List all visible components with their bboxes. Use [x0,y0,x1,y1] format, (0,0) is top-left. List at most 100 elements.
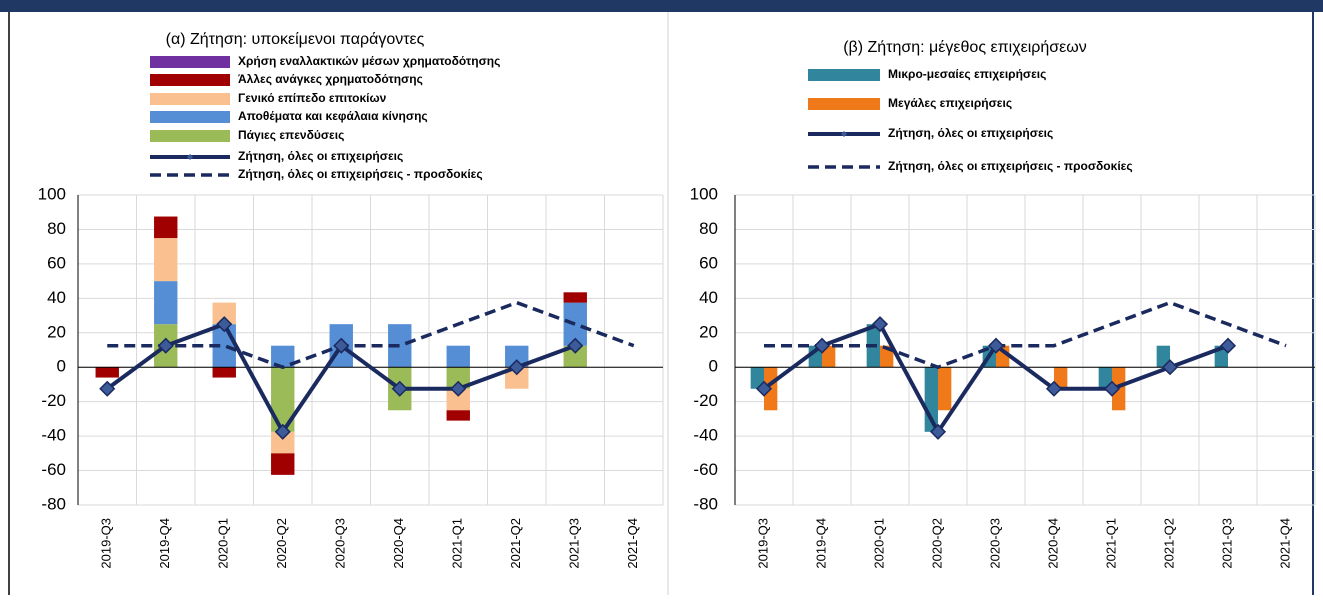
x-tick-label: 2021-Q3 [1219,518,1234,569]
x-tick-label: 2020-Q4 [1045,518,1060,569]
bar [154,238,178,282]
bar [271,367,295,432]
x-tick-label: 2019-Q3 [99,518,114,569]
bar [446,410,470,421]
y-tick-label: 20 [47,322,66,341]
x-tick-label: 2020-Q2 [929,518,944,569]
y-tick-label: 100 [690,184,718,203]
marker [508,359,525,376]
legend-swatch [808,69,880,81]
bar [388,324,412,368]
bar [154,216,178,239]
y-tick-label: 0 [709,357,718,376]
bar [95,367,119,378]
bar [1098,367,1112,389]
x-tick-label: 2021-Q1 [450,518,465,569]
y-tick-label: -60 [41,460,66,479]
dashed-line [107,300,635,369]
bar [563,292,587,303]
marker [157,337,174,354]
chart-title: (α) Ζήτηση: υποκείμενοι παράγοντες [166,31,425,48]
marker [1045,380,1063,397]
bar [271,431,295,454]
top-banner [0,0,1323,12]
marker [755,380,773,397]
x-tick-label: 2021-Q2 [1161,518,1176,569]
x-tick-label: 2020-Q3 [333,518,348,569]
y-tick-label: -20 [41,391,66,410]
y-tick-label: -60 [693,460,718,479]
bar [154,281,178,325]
legend-label: Ζήτηση, όλες οι επιχειρήσεις - προσδοκίε… [888,159,1133,173]
marker [987,337,1005,354]
bar [446,367,470,389]
marker [216,316,233,333]
y-tick-label: 20 [699,322,718,341]
marker [391,380,408,397]
x-tick-label: 2021-Q3 [567,518,582,569]
x-tick-label: 2021-Q2 [508,518,523,569]
y-tick-label: -20 [693,391,718,410]
y-tick-label: -40 [693,426,718,445]
legend-swatch [808,98,880,110]
legend-label: Γενικό επίπεδο επιτοκίων [238,91,387,105]
marker [450,380,467,397]
x-tick-label: 2020-Q4 [391,518,406,569]
y-tick-label: 80 [699,219,718,238]
legend-swatch [150,93,230,105]
y-tick-label: -40 [41,426,66,445]
bar [446,345,470,368]
y-tick-label: 60 [699,253,718,272]
legend-marker [187,154,193,160]
legend-label: Μικρο-μεσαίες επιχειρήσεις [888,67,1046,81]
marker [333,337,350,354]
x-tick-label: 2019-Q4 [157,518,172,569]
bar [212,367,236,378]
legend-swatch [150,74,230,86]
bar [750,367,764,389]
x-tick-label: 2021-Q1 [1103,518,1118,569]
y-tick-label: 0 [57,357,66,376]
marker [1103,380,1121,397]
legend-swatch [150,130,230,142]
bar [822,345,836,368]
bar [563,345,587,368]
dashed-line [764,300,1287,369]
bar [271,345,295,368]
y-tick-label: -80 [41,494,66,513]
marker [567,337,584,354]
y-tick-label: -80 [693,494,718,513]
legend-label: Άλλες ανάγκες χρηματοδότησης [238,72,423,86]
bar [1156,345,1170,368]
marker [1161,359,1179,376]
bar [938,367,952,411]
y-tick-label: 40 [699,288,718,307]
x-tick-label: 2021-Q4 [625,518,640,569]
legend-marker [841,131,847,137]
x-tick-label: 2020-Q2 [274,518,289,569]
chart-title: (β) Ζήτηση: μέγεθος επιχειρήσεων [843,39,1087,56]
legend-label: Χρήση εναλλακτικών μέσων χρηματοδότησης [238,54,500,68]
x-tick-label: 2020-Q1 [871,518,886,569]
marker [1219,337,1237,354]
y-tick-label: 40 [47,288,66,307]
y-tick-label: 100 [38,184,66,203]
legend-label: Πάγιες επενδύσεις [238,128,344,142]
bar [505,345,529,368]
y-tick-label: 60 [47,253,66,272]
y-tick-label: 80 [47,219,66,238]
legend-swatch [150,111,230,123]
bar [271,453,295,475]
marker [929,423,947,440]
x-tick-label: 2020-Q1 [216,518,231,569]
bar [1054,367,1068,389]
legend-label: Ζήτηση, όλες οι επιχειρήσεις [238,149,403,163]
x-tick-label: 2019-Q4 [813,518,828,569]
bar [563,302,587,346]
x-tick-label: 2019-Q3 [755,518,770,569]
legend-label: Ζήτηση, όλες οι επιχειρήσεις - προσδοκίε… [238,167,483,181]
legend-swatch [150,56,230,68]
marker [274,423,291,440]
x-tick-label: 2020-Q3 [987,518,1002,569]
